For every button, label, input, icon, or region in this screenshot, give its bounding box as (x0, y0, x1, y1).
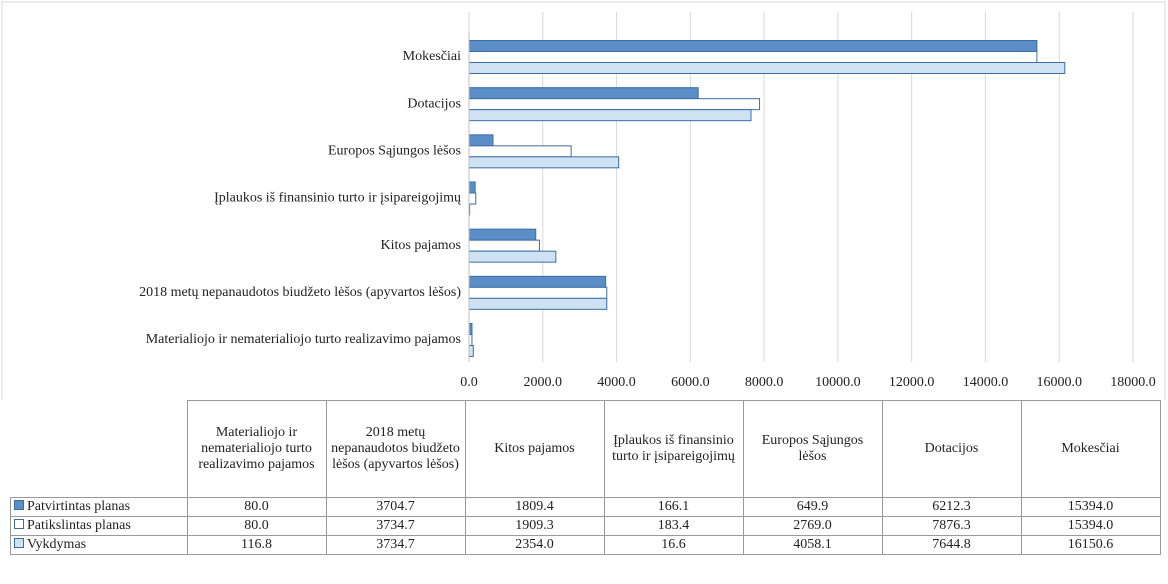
y-tick-label: Mokesčiai (403, 49, 461, 64)
x-tick-label: 6000.0 (671, 375, 710, 390)
x-tick-label: 10000.0 (815, 375, 861, 390)
x-tick-label: 18000.0 (1110, 375, 1156, 390)
y-tick-label: Europos Sąjungos lėšos (328, 144, 461, 159)
legend-label: Patvirtintas planas (27, 499, 131, 514)
table-cell: 16150.6 (1020, 535, 1161, 555)
table-header: Mokesčiai (1020, 400, 1161, 498)
bar (468, 228, 537, 241)
table-cell: 7644.8 (881, 535, 1022, 555)
x-tick-label: 14000.0 (963, 375, 1009, 390)
bar (468, 40, 1038, 52)
y-tick-label: Materialiojo ir nematerialiojo turto rea… (146, 332, 461, 347)
x-tick-label: 8000.0 (745, 375, 784, 390)
table-cell: 1809.4 (464, 497, 605, 517)
legend-swatch (14, 519, 24, 529)
x-tick-label: 16000.0 (1036, 375, 1082, 390)
table-row: Patikslintas planas 80.0 3734.7 1909.3 183.4… (10, 516, 1161, 536)
header-row: Materialiojo ir nematerialiojo turto rea… (11, 400, 1161, 498)
table-header: Įplaukos iš finansinio turto ir įsiparei… (603, 400, 744, 498)
bar (468, 345, 474, 357)
y-tick-label: Įplaukos iš finansinio turto ir įsiparei… (214, 191, 461, 206)
table-cell: 3734.7 (325, 516, 466, 536)
table-cell: 6212.3 (881, 497, 1022, 517)
y-tick-label: Kitos pajamos (381, 238, 462, 253)
table-cell: 3734.7 (325, 535, 466, 555)
table-header: Kitos pajamos (464, 400, 605, 498)
x-tick-label: 0.0 (460, 375, 478, 390)
chart: 0.0 2000.0 4000.0 6000.0 8000.0 10000.0 12000.… (1, 1, 1166, 400)
table-cell: 3704.7 (325, 497, 466, 517)
table-header: Materialiojo ir nematerialiojo turto rea… (186, 400, 327, 498)
table-cell: 15394.0 (1020, 497, 1161, 517)
table-cell: 116.8 (186, 535, 327, 555)
table-cell: 80.0 (186, 516, 327, 536)
bar (468, 181, 476, 194)
legend-swatch (14, 500, 24, 510)
bar (468, 51, 1038, 63)
legend-label: Vykdymas (27, 537, 87, 552)
y-tick-label: 2018 metų nepanaudotos biudžeto lėšos (a… (139, 285, 461, 300)
table-cell: 2354.0 (464, 535, 605, 555)
table-cell: 16.6 (603, 535, 744, 555)
bar (468, 98, 761, 111)
bar (468, 62, 1066, 74)
bar (468, 192, 477, 205)
bar (468, 239, 540, 252)
legend-swatch (14, 538, 24, 548)
bar (468, 275, 607, 288)
table-cell: 649.9 (742, 497, 883, 517)
legend-cell: Patvirtintas planas (10, 497, 188, 517)
table-header: 2018 metų nepanaudotos biudžeto lėšos (a… (325, 400, 466, 498)
legend-cell: Patikslintas planas (10, 516, 188, 536)
bar (468, 156, 620, 169)
x-tick-label: 4000.0 (597, 375, 636, 390)
corner (11, 401, 188, 498)
legend-cell: Vykdymas (10, 535, 188, 555)
x-tick-label: 12000.0 (889, 375, 935, 390)
table-cell: 166.1 (603, 497, 744, 517)
y-tick-label: Dotacijos (407, 96, 461, 111)
legend-label: Patikslintas planas (27, 518, 131, 533)
bar (468, 109, 752, 122)
x-tick-label: 2000.0 (524, 375, 563, 390)
table-cell: 1909.3 (464, 516, 605, 536)
table-cell: 15394.0 (1020, 516, 1161, 536)
bar (468, 297, 608, 310)
table-cell: 7876.3 (881, 516, 1022, 536)
bar (468, 286, 608, 299)
table-cell: 183.4 (603, 516, 744, 536)
bar (468, 134, 494, 147)
table-row: Vykdymas 116.8 3734.7 2354.0 16.6 4058.1 7644.… (10, 535, 1161, 555)
bar (468, 250, 557, 263)
table-cell: 4058.1 (742, 535, 883, 555)
table-header: Dotacijos (881, 400, 1022, 498)
table-cell: 2769.0 (742, 516, 883, 536)
table-header: Europos Sąjungos lėšos (742, 400, 883, 498)
table-row: Patvirtintas planas 80.0 3704.7 1809.4 166.1… (10, 497, 1161, 517)
bar (468, 145, 572, 158)
bar (468, 87, 699, 100)
table-cell: 80.0 (186, 497, 327, 517)
frame (1, 1, 1166, 400)
data-table: Materialiojo ir nematerialiojo turto rea… (10, 400, 1161, 555)
